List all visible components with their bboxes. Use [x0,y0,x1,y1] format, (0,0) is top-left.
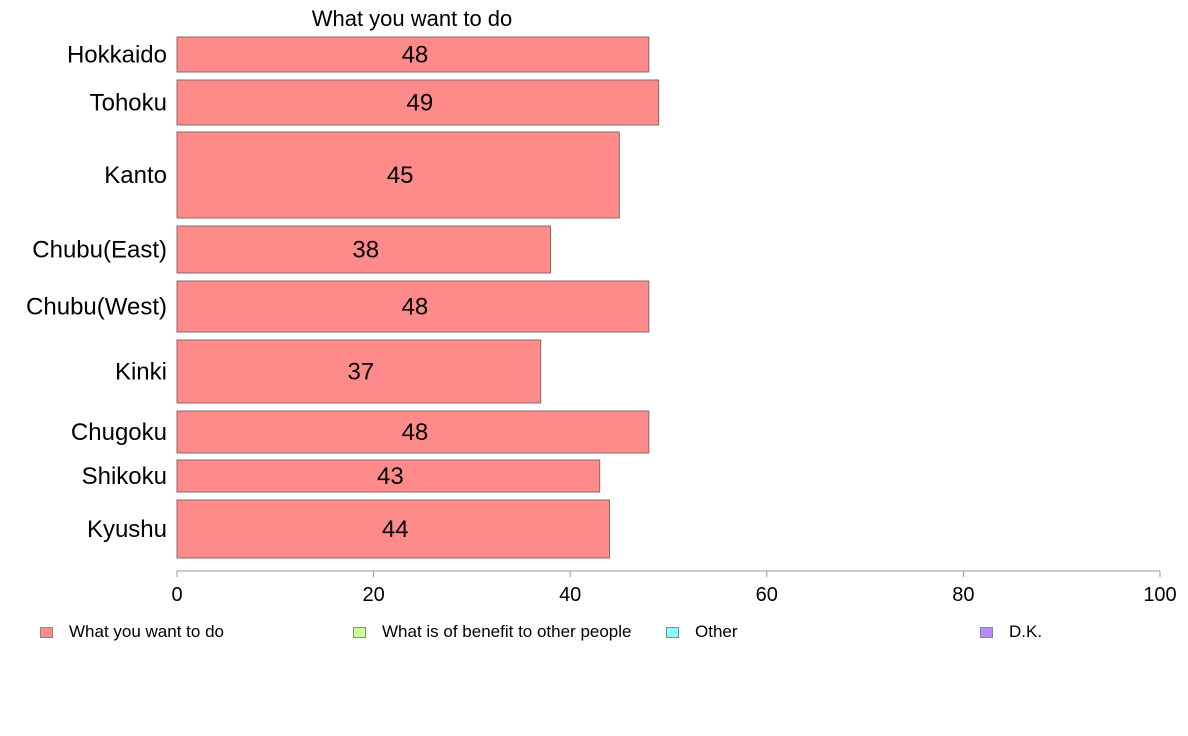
category-label: Chugoku [71,419,167,446]
legend-swatch [666,626,679,638]
legend-label: Other [695,622,738,641]
bar-shikoku [176,459,601,493]
legend-label: What you want to do [69,622,224,641]
x-tick-label: 20 [362,584,384,606]
legend-item: Other [666,622,738,642]
bars-group [176,36,660,559]
bar-kinki [176,339,542,404]
category-label: Kanto [104,162,167,189]
x-tick-label: 100 [1143,584,1176,606]
chart-title: What you want to do [312,6,513,31]
legend-swatch [353,626,366,638]
category-label: Chubu(West) [26,294,167,321]
legend-item: D.K. [980,622,1042,642]
legend-swatch [980,626,993,638]
bar-chugoku [176,410,650,454]
bar-hokkaido [176,36,650,73]
category-label: Shikoku [82,463,167,490]
value-labels: 48 49 45 38 48 37 48 43 44 [348,42,434,544]
value-label: 43 [377,463,404,490]
legend-item: What is of benefit to other people [353,622,632,642]
value-label: 44 [382,516,409,543]
value-label: 37 [348,359,375,386]
x-axis: 0 20 40 60 80 100 [171,570,1177,606]
category-label: Kyushu [87,516,167,543]
legend-item: What you want to do [40,622,224,642]
legend-swatch [40,626,53,638]
value-label: 49 [406,90,433,117]
category-label: Chubu(East) [32,237,167,264]
category-label: Tohoku [90,90,167,117]
legend-label: D.K. [1009,622,1043,641]
x-tick-label: 40 [559,584,581,606]
value-label: 48 [402,294,429,321]
x-tick-label: 80 [952,584,974,606]
bar-chubu-west [176,280,650,333]
bar-kanto [176,131,620,219]
value-label: 48 [402,419,429,446]
category-labels: Hokkaido Tohoku Kanto Chubu(East) Chubu(West… [26,42,167,544]
legend: What you want to do What is of benefit to… [0,622,1188,646]
bar-kyushu [176,499,611,559]
x-tick-label: 60 [756,584,778,606]
bar-chubu-east [176,225,552,274]
value-label: 45 [387,162,414,189]
bar-tohoku [176,79,660,126]
value-label: 38 [352,237,379,264]
legend-label: What is of benefit to other people [382,622,632,641]
x-tick-label: 0 [171,584,182,606]
category-label: Hokkaido [67,42,167,69]
category-label: Kinki [115,359,167,386]
value-label: 48 [402,42,429,69]
